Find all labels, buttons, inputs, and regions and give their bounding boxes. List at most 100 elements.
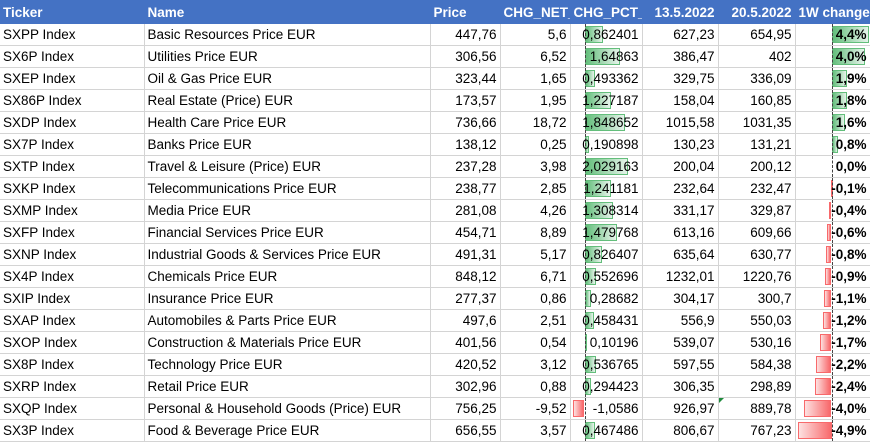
week-change-cell[interactable]: -1,2% (795, 309, 870, 332)
chg-pct-cell[interactable]: 0,826407 (570, 243, 643, 266)
date1-cell[interactable]: 158,04 (642, 89, 719, 112)
chg-pct-cell[interactable]: 0,862401 (570, 24, 643, 46)
ticker-cell[interactable]: SXAP Index (0, 309, 145, 332)
date2-cell[interactable]: 1220,76 (718, 265, 796, 288)
header-chg-pct[interactable]: CHG_PCT_ (570, 0, 643, 24)
date1-cell[interactable]: 806,67 (642, 419, 719, 442)
ticker-cell[interactable]: SXOP Index (0, 331, 145, 354)
chg-pct-cell[interactable]: 0,190898 (570, 133, 643, 156)
chg-pct-cell[interactable]: -1,0586 (570, 397, 643, 420)
chg-net-cell[interactable]: 1,95 (500, 89, 571, 112)
chg-pct-cell[interactable]: 0,536765 (570, 353, 643, 376)
price-cell[interactable]: 420,52 (430, 353, 501, 376)
date2-cell[interactable]: 609,66 (718, 221, 796, 244)
date1-cell[interactable]: 556,9 (642, 309, 719, 332)
chg-pct-cell[interactable]: 0,552696 (570, 265, 643, 288)
week-change-cell[interactable]: 0,8% (795, 133, 870, 156)
price-cell[interactable]: 401,56 (430, 331, 501, 354)
date2-cell[interactable]: 767,23 (718, 419, 796, 442)
price-cell[interactable]: 656,55 (430, 419, 501, 442)
date2-cell[interactable]: 550,03 (718, 309, 796, 332)
price-cell[interactable]: 756,25 (430, 397, 501, 420)
header-1w-change[interactable]: 1W change (795, 0, 870, 24)
price-cell[interactable]: 277,37 (430, 287, 501, 310)
week-change-cell[interactable]: -0,6% (795, 221, 870, 244)
price-cell[interactable]: 302,96 (430, 375, 501, 398)
price-cell[interactable]: 323,44 (430, 67, 501, 90)
date1-cell[interactable]: 635,64 (642, 243, 719, 266)
ticker-cell[interactable]: SXMP Index (0, 199, 145, 222)
date1-cell[interactable]: 1232,01 (642, 265, 719, 288)
chg-pct-cell[interactable]: 1,479768 (570, 221, 643, 244)
chg-net-cell[interactable]: -9,52 (500, 397, 571, 420)
date1-cell[interactable]: 130,23 (642, 133, 719, 156)
ticker-cell[interactable]: SXEP Index (0, 67, 145, 90)
ticker-cell[interactable]: SXDP Index (0, 111, 145, 134)
date2-cell[interactable]: 402 (718, 45, 796, 68)
date1-cell[interactable]: 306,35 (642, 375, 719, 398)
chg-net-cell[interactable]: 5,6 (500, 24, 571, 46)
chg-pct-cell[interactable]: 1,848652 (570, 111, 643, 134)
chg-pct-cell[interactable]: 0,10196 (570, 331, 643, 354)
chg-net-cell[interactable]: 2,85 (500, 177, 571, 200)
chg-pct-cell[interactable]: 0,294423 (570, 375, 643, 398)
chg-pct-cell[interactable]: 1,227187 (570, 89, 643, 112)
week-change-cell[interactable]: 4,0% (795, 45, 870, 68)
week-change-cell[interactable]: -1,1% (795, 287, 870, 310)
name-cell[interactable]: Banks Price EUR (144, 133, 431, 156)
chg-net-cell[interactable]: 0,25 (500, 133, 571, 156)
chg-net-cell[interactable]: 6,52 (500, 45, 571, 68)
chg-net-cell[interactable]: 3,98 (500, 155, 571, 178)
header-name[interactable]: Name (144, 0, 431, 24)
chg-net-cell[interactable]: 0,88 (500, 375, 571, 398)
name-cell[interactable]: Health Care Price EUR (144, 111, 431, 134)
header-ticker[interactable]: Ticker (0, 0, 145, 24)
date1-cell[interactable]: 200,04 (642, 155, 719, 178)
date2-cell[interactable]: 889,78 (718, 397, 796, 420)
week-change-cell[interactable]: -0,9% (795, 265, 870, 288)
price-cell[interactable]: 497,6 (430, 309, 501, 332)
date1-cell[interactable]: 386,47 (642, 45, 719, 68)
name-cell[interactable]: Oil & Gas Price EUR (144, 67, 431, 90)
date2-cell[interactable]: 298,89 (718, 375, 796, 398)
date2-cell[interactable]: 630,77 (718, 243, 796, 266)
ticker-cell[interactable]: SXQP Index (0, 397, 145, 420)
header-chg-net[interactable]: CHG_NET_ (500, 0, 571, 24)
date2-cell[interactable]: 131,21 (718, 133, 796, 156)
price-cell[interactable]: 454,71 (430, 221, 501, 244)
week-change-cell[interactable]: -2,4% (795, 375, 870, 398)
name-cell[interactable]: Retail Price EUR (144, 375, 431, 398)
header-date-1[interactable]: 13.5.2022 (642, 0, 719, 24)
ticker-cell[interactable]: SXRP Index (0, 375, 145, 398)
name-cell[interactable]: Automobiles & Parts Price EUR (144, 309, 431, 332)
date2-cell[interactable]: 300,7 (718, 287, 796, 310)
name-cell[interactable]: Utilities Price EUR (144, 45, 431, 68)
date2-cell[interactable]: 584,38 (718, 353, 796, 376)
week-change-cell[interactable]: -2,2% (795, 353, 870, 376)
ticker-cell[interactable]: SXNP Index (0, 243, 145, 266)
week-change-cell[interactable]: 4,4% (795, 24, 870, 46)
date1-cell[interactable]: 331,17 (642, 199, 719, 222)
date1-cell[interactable]: 926,97 (642, 397, 719, 420)
price-cell[interactable]: 238,77 (430, 177, 501, 200)
header-price[interactable]: Price (430, 0, 501, 24)
week-change-cell[interactable]: 1,6% (795, 111, 870, 134)
chg-net-cell[interactable]: 2,51 (500, 309, 571, 332)
date2-cell[interactable]: 160,85 (718, 89, 796, 112)
chg-net-cell[interactable]: 5,17 (500, 243, 571, 266)
chg-net-cell[interactable]: 1,65 (500, 67, 571, 90)
name-cell[interactable]: Industrial Goods & Services Price EUR (144, 243, 431, 266)
date1-cell[interactable]: 304,17 (642, 287, 719, 310)
date2-cell[interactable]: 1031,35 (718, 111, 796, 134)
ticker-cell[interactable]: SX86P Index (0, 89, 145, 112)
week-change-cell[interactable]: 1,8% (795, 89, 870, 112)
name-cell[interactable]: Financial Services Price EUR (144, 221, 431, 244)
date2-cell[interactable]: 329,87 (718, 199, 796, 222)
date1-cell[interactable]: 232,64 (642, 177, 719, 200)
name-cell[interactable]: Insurance Price EUR (144, 287, 431, 310)
chg-net-cell[interactable]: 6,71 (500, 265, 571, 288)
name-cell[interactable]: Real Estate (Price) EUR (144, 89, 431, 112)
chg-pct-cell[interactable]: 0,493362 (570, 67, 643, 90)
ticker-cell[interactable]: SXFP Index (0, 221, 145, 244)
name-cell[interactable]: Basic Resources Price EUR (144, 24, 431, 46)
